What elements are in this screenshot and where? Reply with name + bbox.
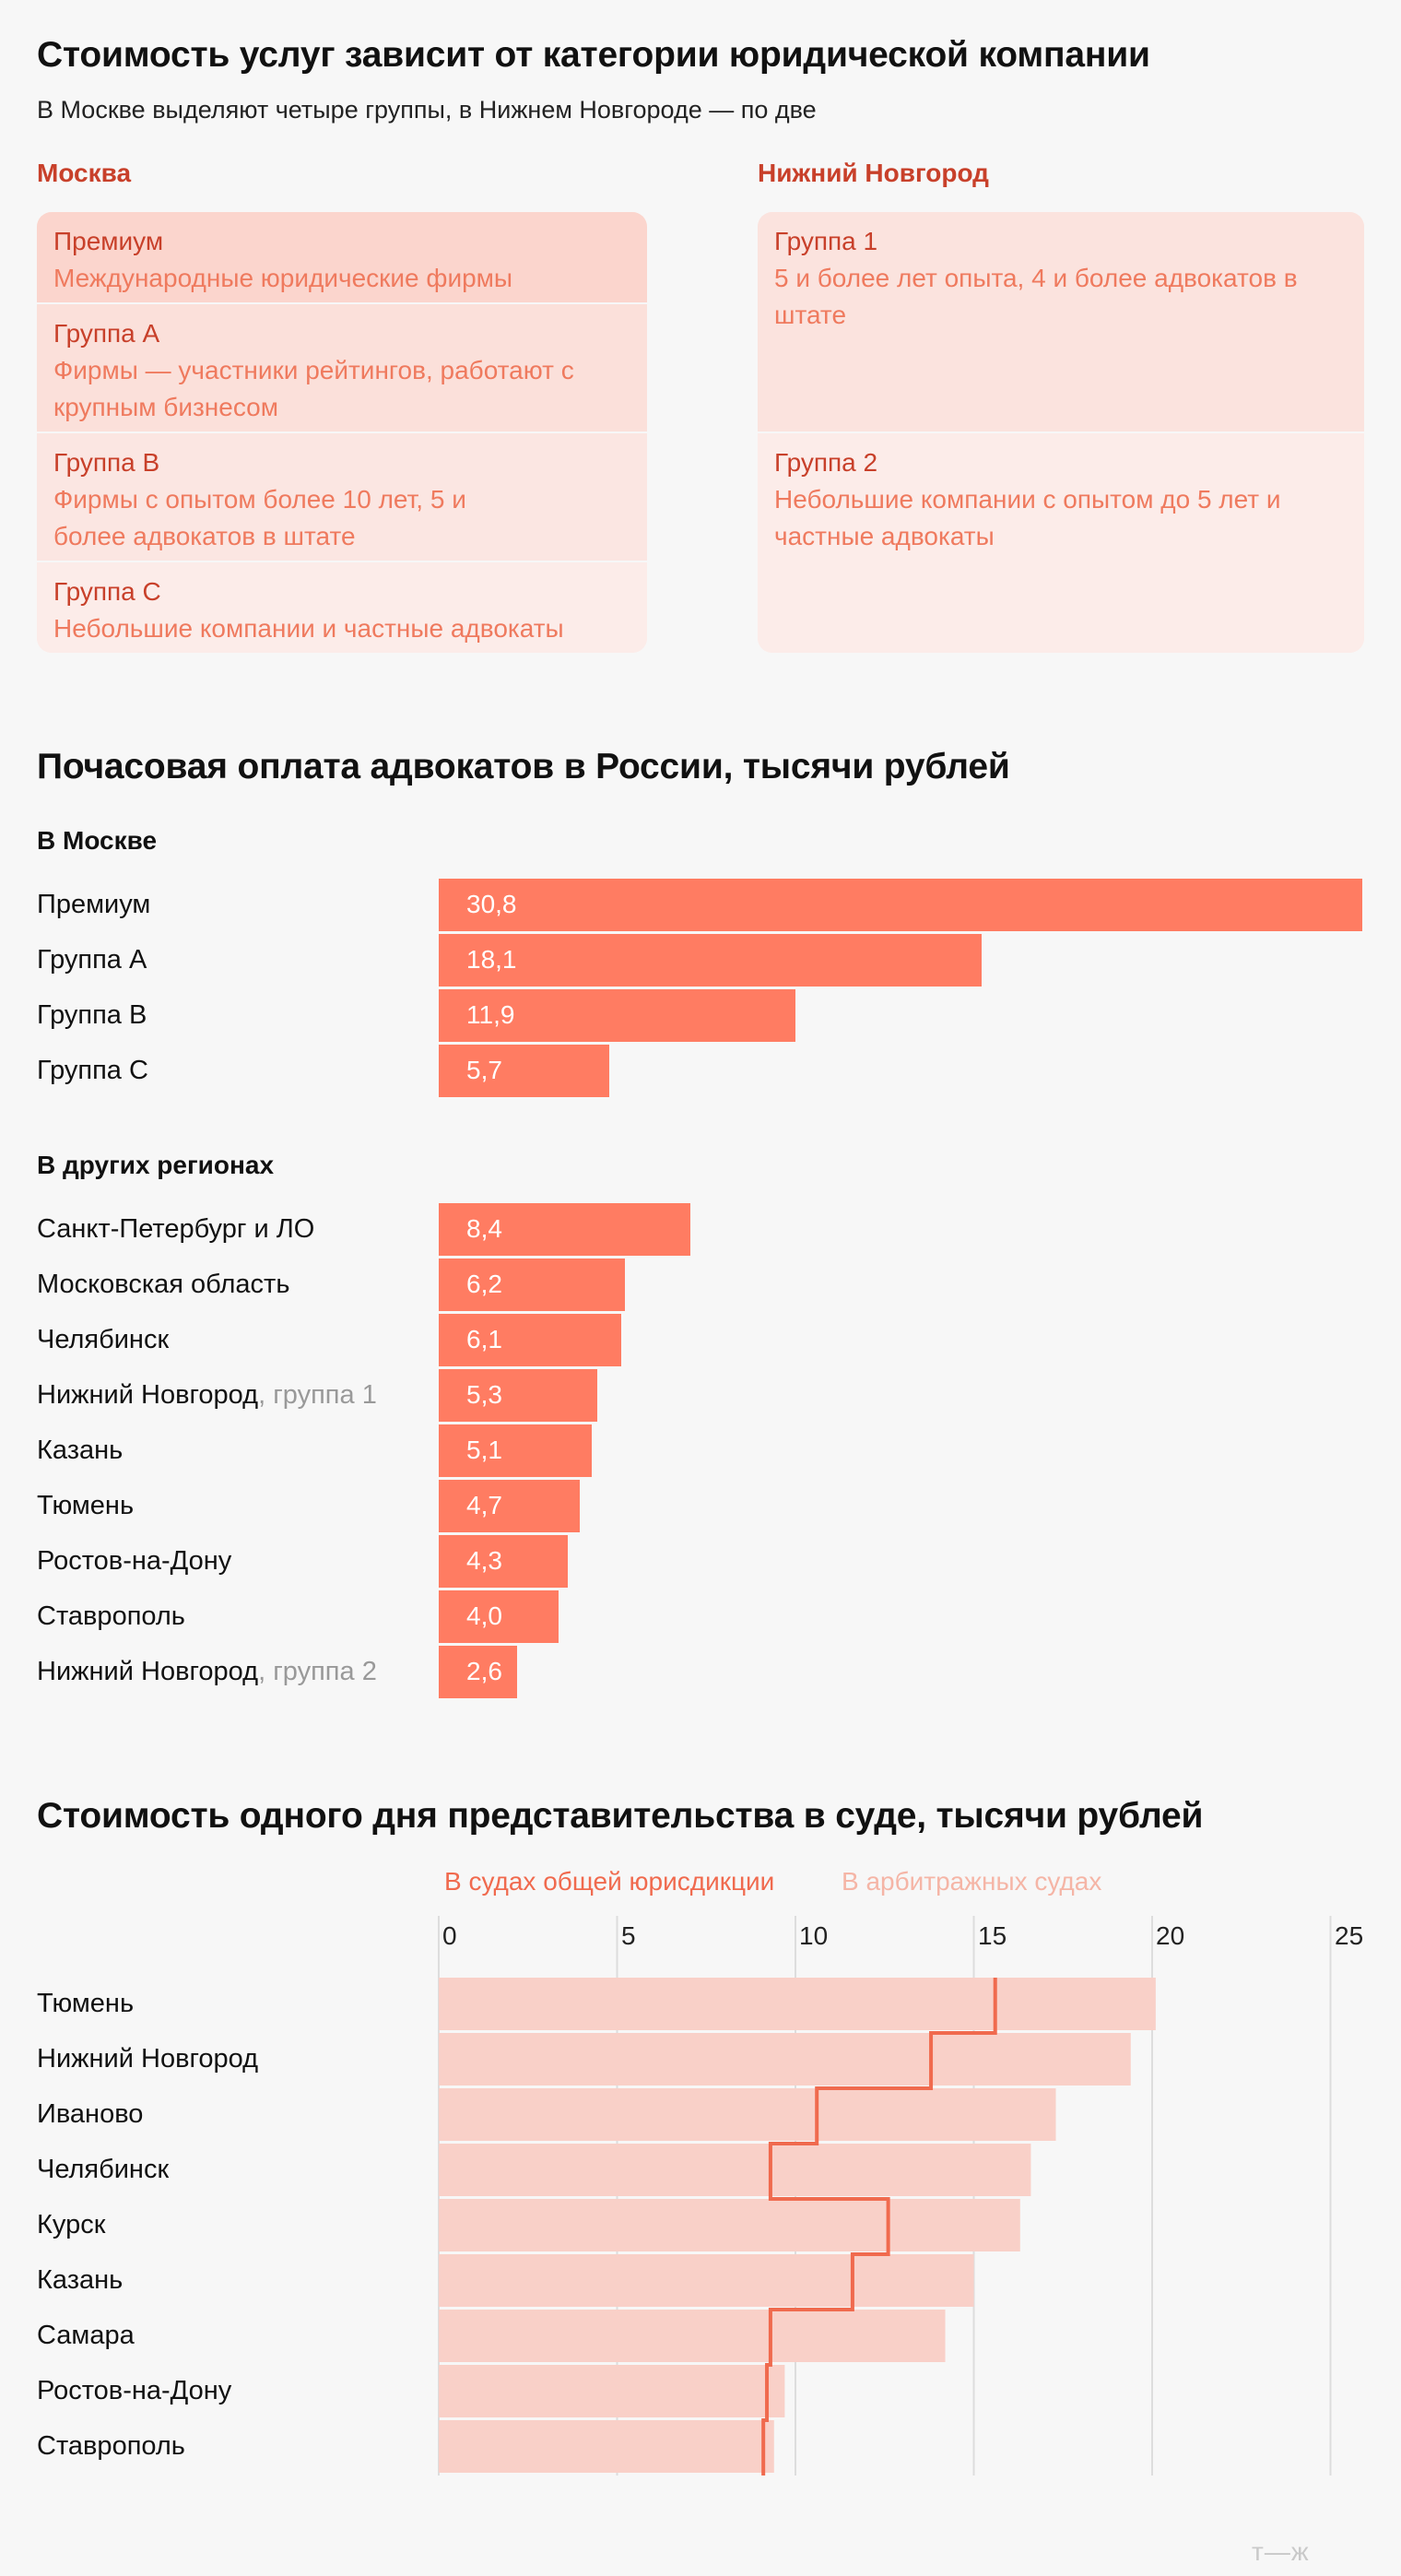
group-name: Группа B xyxy=(53,448,160,477)
x-tick-label: 10 xyxy=(799,1921,829,1950)
legend-general-courts: В судах общей юрисдикции xyxy=(444,1867,775,1896)
group-description: Небольшие компании с опытом до 5 лет и ч… xyxy=(774,485,1281,550)
general-courts-step-line xyxy=(761,1978,997,2476)
bar xyxy=(439,1590,559,1643)
category-label: Ростов-на-Дону xyxy=(37,1546,232,1576)
category-label: Санкт-Петербург и ЛО xyxy=(37,1214,315,1244)
data-label: 6,2 xyxy=(466,1270,502,1298)
arbitration-bar xyxy=(439,2199,1020,2251)
bar xyxy=(439,989,795,1042)
bar xyxy=(439,879,1362,931)
x-tick-label: 25 xyxy=(1335,1921,1364,1950)
nn-groups-card: Группа 1 5 и более лет опыта, 4 и более … xyxy=(758,212,1364,653)
category-label: Нижний Новгород xyxy=(37,2044,259,2074)
data-label: 5,7 xyxy=(466,1056,502,1084)
category-label: Московская область xyxy=(37,1270,290,1299)
data-label: 18,1 xyxy=(466,945,517,974)
group-name: Группа C xyxy=(53,577,161,606)
category-label: Казань xyxy=(37,1436,124,1465)
arbitration-bar xyxy=(439,2033,1131,2086)
category-suffix: , группа 2 xyxy=(258,1657,377,1686)
moscow-rates-label: В Москве xyxy=(37,826,158,855)
moscow-column-title: Москва xyxy=(37,159,132,187)
group-description: Фирмы с опытом более 10 лет, 5 и более а… xyxy=(53,485,466,550)
x-tick-label: 15 xyxy=(978,1921,1007,1950)
category-label: Тюмень xyxy=(37,1491,135,1520)
data-label: 4,3 xyxy=(466,1546,502,1575)
x-tick-label: 5 xyxy=(621,1921,636,1950)
category-label: Иваново xyxy=(37,2099,144,2129)
group-name: Группа 2 xyxy=(774,448,878,477)
bar xyxy=(439,934,982,987)
arbitration-bar xyxy=(439,2310,946,2362)
data-label: 2,6 xyxy=(466,1657,502,1685)
category-label: Группа C xyxy=(37,1056,148,1085)
bar xyxy=(439,1045,609,1097)
group-name: Группа А xyxy=(53,319,160,348)
category-label: Челябинск xyxy=(37,1325,170,1354)
arbitration-bar xyxy=(439,1978,1156,2030)
category-label: Нижний Новгород, группа 1 xyxy=(37,1380,377,1410)
moscow-groups-card: Премиум Международные юридические фирмы … xyxy=(37,212,647,653)
nn-group-2: Группа 2 Небольшие компании с опытом до … xyxy=(758,433,1364,653)
x-tick-label: 0 xyxy=(442,1921,457,1950)
bar xyxy=(439,1646,517,1698)
category-suffix: , группа 1 xyxy=(258,1380,377,1410)
section2-title: Почасовая оплата адвокатов в России, тыс… xyxy=(37,747,1010,786)
nn-group-1: Группа 1 5 и более лет опыта, 4 и более … xyxy=(758,212,1364,433)
group-name: Премиум xyxy=(53,227,164,255)
moscow-group-c: Группа C Небольшие компании и частные ад… xyxy=(37,562,647,653)
arbitration-bar xyxy=(439,2420,774,2473)
group-description: 5 и более лет опыта, 4 и более адвокатов… xyxy=(774,264,1298,329)
bar xyxy=(439,1424,592,1477)
arbitration-bar xyxy=(439,2365,785,2417)
category-label: Премиум xyxy=(37,890,151,919)
data-label: 5,1 xyxy=(466,1436,502,1464)
category-label: Челябинск xyxy=(37,2155,170,2184)
category-label: Группа B xyxy=(37,1000,147,1030)
moscow-group-premium: Премиум Международные юридические фирмы xyxy=(37,212,647,304)
bar xyxy=(439,1258,625,1311)
section1-subtitle: В Москве выделяют четыре группы, в Нижне… xyxy=(37,96,817,124)
data-label: 6,1 xyxy=(466,1325,502,1353)
tzh-logo: т—ж xyxy=(1252,2537,1310,2566)
group-description: Фирмы — участники рейтингов, работают с … xyxy=(53,356,574,421)
data-label: 4,0 xyxy=(466,1601,502,1630)
arbitration-bar xyxy=(439,2088,1056,2141)
category-label: Группа А xyxy=(37,945,147,975)
regions-rates-label: В других регионах xyxy=(37,1151,275,1179)
group-description: Международные юридические фирмы xyxy=(53,264,513,292)
category-label: Тюмень xyxy=(37,1989,135,2018)
bar xyxy=(439,1369,597,1422)
legend-arbitration-courts: В арбитражных судах xyxy=(842,1867,1102,1896)
moscow-group-b: Группа B Фирмы с опытом более 10 лет, 5 … xyxy=(37,433,647,562)
arbitration-bar xyxy=(439,2144,1031,2196)
arbitration-bar xyxy=(439,2254,974,2307)
bar xyxy=(439,1480,580,1532)
category-label: Нижний Новгород, группа 2 xyxy=(37,1657,377,1686)
category-label: Ростов-на-Дону xyxy=(37,2376,232,2405)
data-label: 30,8 xyxy=(466,890,517,918)
bar xyxy=(439,1314,621,1366)
x-tick-label: 20 xyxy=(1156,1921,1185,1950)
category-label: Самара xyxy=(37,2321,135,2350)
bar xyxy=(439,1535,568,1588)
section1-title: Стоимость услуг зависит от категории юри… xyxy=(37,35,1150,75)
category-label: Ставрополь xyxy=(37,1601,185,1631)
moscow-group-a: Группа А Фирмы — участники рейтингов, ра… xyxy=(37,304,647,433)
data-label: 8,4 xyxy=(466,1214,502,1243)
category-label: Ставрополь xyxy=(37,2431,185,2461)
data-label: 4,7 xyxy=(466,1491,502,1519)
bar xyxy=(439,1203,690,1256)
group-description: Небольшие компании и частные адвокаты xyxy=(53,614,564,643)
section3-title: Стоимость одного дня представительства в… xyxy=(37,1796,1204,1836)
category-label: Казань xyxy=(37,2265,124,2295)
data-label: 11,9 xyxy=(466,1000,515,1029)
category-label: Курск xyxy=(37,2210,106,2239)
data-label: 5,3 xyxy=(466,1380,502,1409)
nn-column-title: Нижний Новгород xyxy=(758,159,989,187)
group-name: Группа 1 xyxy=(774,227,878,255)
